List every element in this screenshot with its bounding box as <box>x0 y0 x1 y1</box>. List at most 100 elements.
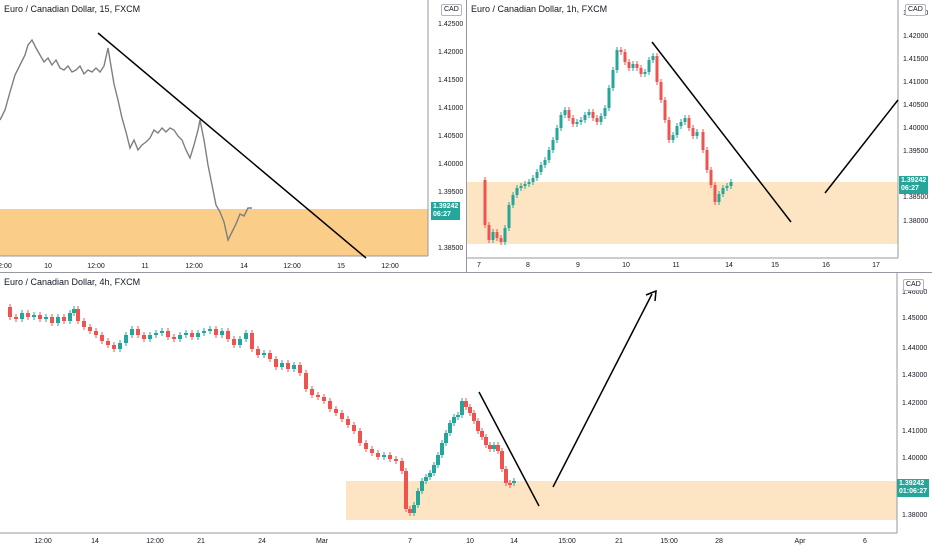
candle-body <box>208 329 212 331</box>
symbol-title[interactable]: Euro / Canadian Dollar, 1h, FXCM <box>471 4 608 14</box>
trendline <box>651 41 792 223</box>
time-tick-label: 10 <box>622 262 630 269</box>
candle-body <box>487 225 491 240</box>
time-tick-label: 10 <box>466 538 474 545</box>
projection-line <box>824 99 899 194</box>
candle-body <box>112 345 116 349</box>
candle-body <box>340 413 344 419</box>
price-tick-label: 1.40500 <box>903 102 928 109</box>
candle-body <box>508 483 512 485</box>
candle-body <box>304 373 308 389</box>
time-tick-label: 16 <box>822 262 830 269</box>
candle-body <box>448 423 452 433</box>
candle-body <box>631 64 635 68</box>
candle-body <box>56 317 60 323</box>
candle-body <box>130 329 134 335</box>
support-zone <box>346 481 897 520</box>
candle-body <box>583 115 587 120</box>
time-tick-label: 15 <box>771 262 779 269</box>
candle-body <box>394 459 398 461</box>
chart-pane-1h[interactable]: 1.425001.420001.415001.410001.405001.400… <box>467 0 932 272</box>
chart-canvas-4h[interactable]: 1.46000 1.45000 1.44000 1.43000 1.42000 1.410… <box>0 273 932 550</box>
price-tick-label: 1.41500 <box>903 56 928 63</box>
price-tick-label: 1.42500 <box>438 21 463 28</box>
candle-body <box>316 395 320 397</box>
support-zone <box>0 209 428 256</box>
chart-pane-4h[interactable]: 1.46000 1.45000 1.44000 1.43000 1.42000 1.410… <box>0 273 932 550</box>
candle-body <box>551 140 555 150</box>
candle-body <box>44 317 48 319</box>
candle-body <box>256 349 260 355</box>
time-tick-label: Apr <box>795 538 807 545</box>
candle-body <box>671 135 675 140</box>
candle-body <box>492 445 496 449</box>
candle-body <box>488 445 492 449</box>
bar-countdown: 06:27 <box>433 211 451 218</box>
last-price: 1.39242 <box>899 480 925 487</box>
candle-body <box>503 228 507 242</box>
chart-canvas-15m[interactable]: 1.42500 1.42000 1.41500 1.41000 1.40500 1.400… <box>0 0 466 272</box>
symbol-title[interactable]: Euro / Canadian Dollar, 15, FXCM <box>4 4 141 14</box>
candle-body <box>72 309 76 313</box>
bar-countdown: 01:06:27 <box>899 488 928 495</box>
price-tick-label: 1.42000 <box>903 33 928 40</box>
candle-body <box>559 115 563 128</box>
candle-body <box>495 232 499 238</box>
candle-body <box>250 333 254 349</box>
candle-body <box>142 335 146 339</box>
time-tick-label: 14 <box>240 263 248 270</box>
candle-body <box>268 353 272 359</box>
price-tick-label: 1.38000 <box>902 512 927 519</box>
price-tick-label: 1.38000 <box>903 218 928 225</box>
time-tick-label: 12:00 <box>283 263 301 270</box>
candle-body <box>238 339 242 345</box>
time-tick-label: 21 <box>615 538 623 545</box>
price-tick-label: 1.42000 <box>902 400 927 407</box>
candle-body <box>292 365 296 369</box>
candle-body <box>118 343 122 349</box>
price-tick-label: 1.38500 <box>438 245 463 252</box>
candle-body <box>322 397 326 401</box>
candle-body <box>172 337 176 339</box>
price-tick-label: 1.46000 <box>902 289 927 296</box>
chart-pane-15m[interactable]: 1.42500 1.42000 1.41500 1.41000 1.40500 1.400… <box>0 0 466 272</box>
candle-body <box>226 331 230 339</box>
last-price-tag: 1.39242 06:27 <box>431 202 461 220</box>
pane-divider-vertical[interactable] <box>466 0 467 272</box>
price-tick-label: 1.44000 <box>902 345 927 352</box>
candle-body <box>82 321 86 327</box>
candle-body <box>388 455 392 459</box>
candle-body <box>523 184 527 186</box>
candle-body <box>507 205 511 228</box>
candle-body <box>515 188 519 195</box>
currency-label: CAD <box>903 279 924 291</box>
candle-body <box>310 389 314 395</box>
price-tick-label: 1.41000 <box>903 79 928 86</box>
price-tick-label: 1.45000 <box>902 315 927 322</box>
candle-body <box>432 465 436 473</box>
candle-body <box>8 307 12 317</box>
chart-canvas-1h[interactable]: 1.425001.420001.415001.410001.405001.400… <box>467 0 932 272</box>
candle-body <box>14 317 18 319</box>
time-tick-label: 9 <box>576 262 580 269</box>
candle-body <box>160 331 164 333</box>
candle-body <box>94 331 98 335</box>
candle-body <box>328 401 332 409</box>
candle-body <box>244 333 248 339</box>
time-tick-label: 12:00 <box>34 538 52 545</box>
candle-body <box>452 417 456 423</box>
candle-body <box>729 182 733 186</box>
time-tick-label: 6 <box>863 538 867 545</box>
pane-divider-horizontal[interactable] <box>0 272 932 273</box>
candle-body <box>512 481 516 483</box>
candle-body <box>571 118 575 124</box>
candle-body <box>460 401 464 415</box>
candle-body <box>691 128 695 136</box>
candle-body <box>483 180 487 225</box>
candle-body <box>535 172 539 178</box>
candle-body <box>76 309 80 321</box>
candle-body <box>468 407 472 413</box>
time-tick-label: 21 <box>197 538 205 545</box>
symbol-title[interactable]: Euro / Canadian Dollar, 4h, FXCM <box>4 277 141 287</box>
candle-body <box>687 118 691 128</box>
